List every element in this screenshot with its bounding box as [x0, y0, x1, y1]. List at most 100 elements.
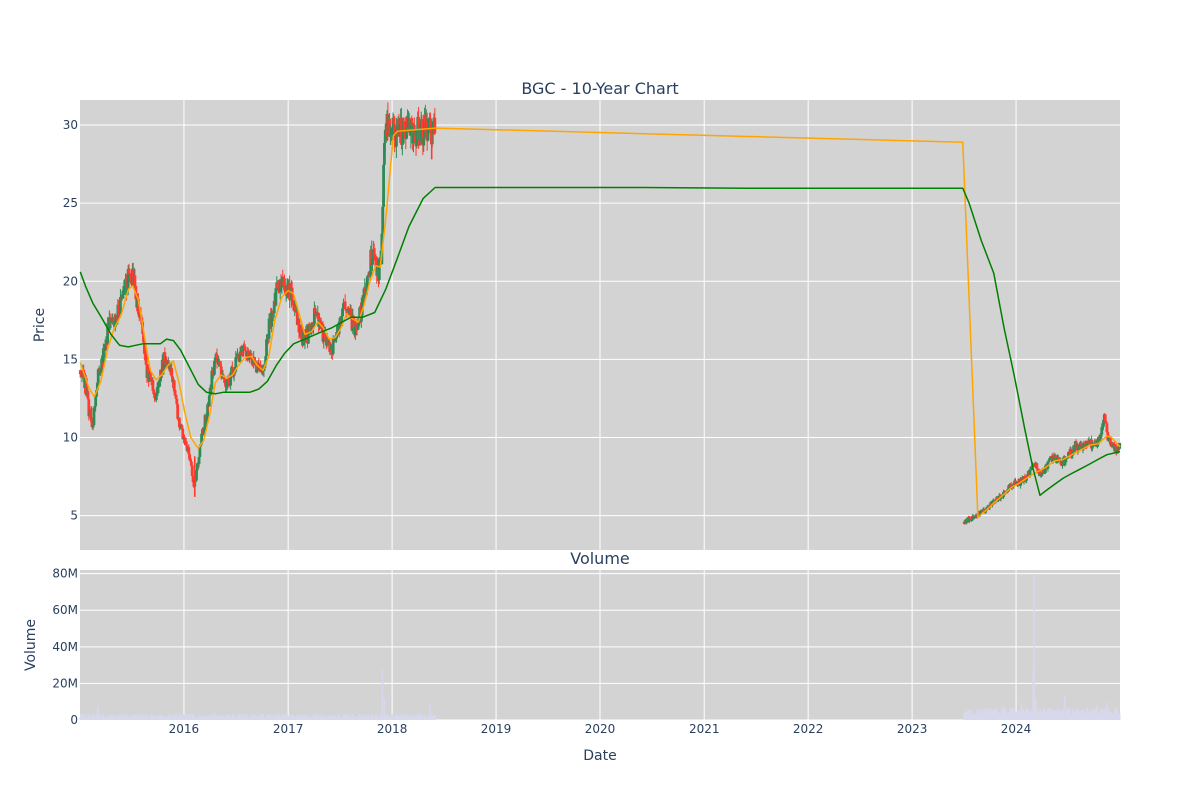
- candle-body: [265, 339, 268, 357]
- candle-body: [99, 371, 103, 373]
- candle-body: [151, 380, 155, 391]
- candle-body: [95, 382, 99, 391]
- volume-bar: [139, 715, 141, 720]
- candle-body: [94, 396, 98, 407]
- volume-bar: [265, 717, 268, 720]
- volume-bar: [314, 714, 316, 720]
- candle-body: [342, 303, 345, 309]
- volume-bar: [88, 713, 90, 720]
- candle-body: [403, 130, 407, 138]
- volume-bar: [282, 714, 285, 720]
- volume-bar: [188, 717, 190, 720]
- volume-bar: [238, 716, 240, 720]
- price-axis-title: Price: [32, 308, 48, 342]
- candle-body: [183, 440, 187, 442]
- volume-bar: [427, 716, 429, 720]
- candle-body: [267, 318, 271, 339]
- candle-body: [222, 375, 226, 379]
- volume-bar: [405, 713, 408, 720]
- candle-body: [1054, 456, 1058, 459]
- volume-bar: [966, 709, 969, 720]
- volume-bar: [88, 715, 91, 720]
- volume-bar: [194, 716, 196, 720]
- volume-bar: [157, 717, 159, 720]
- volume-bar: [219, 715, 222, 720]
- candle-body: [202, 428, 206, 434]
- volume-bar: [1076, 710, 1078, 720]
- volume-bar: [414, 714, 416, 720]
- volume-bar: [1112, 714, 1114, 720]
- price-y-tick-label: 20: [63, 274, 78, 288]
- volume-bar: [1113, 709, 1116, 720]
- volume-bar: [148, 717, 151, 720]
- volume-bar: [327, 716, 329, 720]
- volume-bar: [142, 716, 145, 720]
- volume-bar: [168, 714, 170, 720]
- candle-body: [410, 122, 414, 124]
- volume-bar: [360, 716, 363, 720]
- volume-bar: [1072, 713, 1075, 720]
- volume-bar: [1021, 709, 1024, 720]
- volume-bar: [147, 717, 150, 720]
- candle-body: [382, 164, 385, 207]
- candle-body: [207, 395, 211, 407]
- volume-bar: [81, 715, 83, 720]
- volume-bar: [302, 715, 304, 720]
- candle-body: [180, 425, 184, 429]
- volume-bar: [114, 716, 117, 720]
- volume-bar: [128, 716, 130, 720]
- volume-bar: [1093, 710, 1095, 720]
- volume-bar: [1057, 708, 1059, 720]
- volume-bar: [285, 718, 287, 720]
- volume-bar: [1013, 707, 1015, 720]
- volume-bar: [276, 716, 278, 720]
- volume-bar: [203, 715, 205, 720]
- volume-bar: [984, 714, 986, 720]
- volume-bar: [191, 714, 193, 720]
- volume-bar: [79, 717, 81, 720]
- volume-bar: [978, 710, 981, 720]
- candle-body: [103, 344, 107, 351]
- volume-bar: [95, 714, 98, 720]
- candle-body: [244, 350, 248, 355]
- volume-bar: [280, 716, 282, 720]
- volume-bar: [1015, 711, 1018, 720]
- volume-bar: [1061, 708, 1064, 720]
- volume-bar: [963, 713, 965, 720]
- volume-bar: [229, 716, 232, 720]
- candle-body: [337, 321, 341, 335]
- candle-body: [86, 391, 90, 400]
- candle-body: [969, 517, 973, 521]
- candle-body: [295, 311, 299, 325]
- volume-bar: [1107, 711, 1109, 720]
- volume-bar: [1007, 714, 1009, 720]
- volume-bar: [283, 716, 286, 720]
- volume-bar: [369, 718, 371, 720]
- candle-body: [220, 376, 224, 378]
- candle-body: [331, 338, 335, 354]
- volume-bar: [111, 713, 113, 720]
- volume-bar: [279, 718, 281, 720]
- volume-bar: [180, 714, 182, 720]
- volume-bar: [138, 714, 140, 720]
- volume-bar: [345, 714, 347, 720]
- volume-bar: [375, 714, 377, 720]
- volume-bar: [411, 714, 413, 720]
- volume-bar: [1004, 708, 1006, 720]
- volume-bar: [306, 716, 309, 720]
- volume-bar: [228, 714, 230, 720]
- volume-bar: [216, 715, 218, 720]
- candle-body: [967, 517, 971, 522]
- candle-body: [291, 301, 295, 306]
- candle-body: [165, 361, 168, 367]
- volume-bar: [281, 714, 283, 720]
- volume-bar: [965, 712, 967, 720]
- volume-bar: [271, 715, 274, 720]
- candle-body: [283, 278, 286, 291]
- candle-body: [277, 288, 280, 292]
- volume-bar: [979, 708, 982, 720]
- volume-bar: [255, 716, 257, 720]
- volume-bar: [135, 714, 137, 720]
- candle-body: [970, 519, 974, 521]
- volume-bar: [288, 714, 291, 720]
